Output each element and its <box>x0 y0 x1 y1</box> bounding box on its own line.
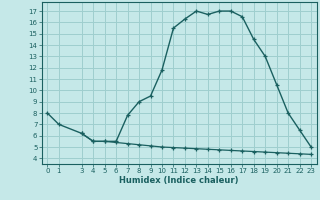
X-axis label: Humidex (Indice chaleur): Humidex (Indice chaleur) <box>119 176 239 185</box>
